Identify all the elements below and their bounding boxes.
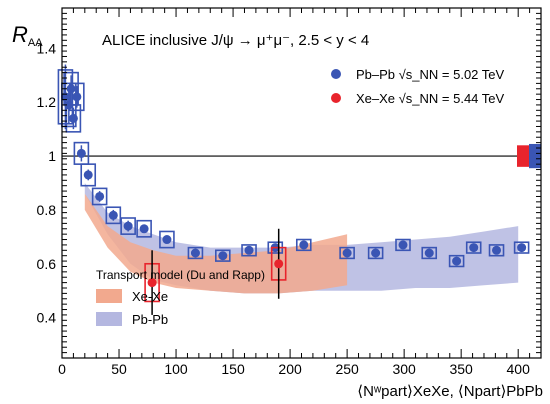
sys-box-pbpb <box>465 241 482 254</box>
model-legend-swatch-pbpb <box>96 312 122 326</box>
x-tick-label: 250 <box>335 361 359 377</box>
legend-label-pbpb: Pb–Pb √s_NN = 5.02 TeV <box>356 67 505 82</box>
y-tick-label: 0.4 <box>37 310 57 326</box>
y-tick-label: 0.6 <box>37 256 57 272</box>
x-tick-label: 200 <box>278 361 302 377</box>
data-point-pbpb <box>424 248 434 258</box>
sys-box-pbpb <box>91 187 108 206</box>
chart-title: ALICE inclusive J/ψ → μ⁺μ⁻, 2.5 < y < 4 <box>102 32 369 49</box>
sys-box-pbpb <box>80 163 97 187</box>
plot-frame <box>61 7 542 359</box>
model-legend-swatch-xexe <box>96 289 122 303</box>
y-tick-label: 1 <box>48 148 56 164</box>
x-tick-label: 350 <box>449 361 473 377</box>
data-point-pbpb <box>108 210 118 220</box>
sys-box-pbpb <box>367 246 384 260</box>
data-point-pbpb <box>162 235 172 245</box>
model-band-xe-xe <box>84 193 348 294</box>
data-point-pbpb <box>95 191 105 201</box>
sys-box-pbpb <box>69 82 85 112</box>
x-tick-label: 100 <box>164 361 188 377</box>
data-point-pbpb <box>452 256 462 266</box>
model-bands <box>84 183 519 294</box>
data-point-pbpb <box>68 113 78 123</box>
sys-box-pbpb <box>295 238 312 252</box>
model-legend: Transport model (Du and Rapp) Xe-Xe Pb-P… <box>96 268 265 327</box>
sys-box-pbpb <box>421 246 438 260</box>
sys-box-pbpb <box>395 238 411 252</box>
sys-box-pbpb <box>513 241 530 254</box>
sys-box-pbpb <box>339 246 355 260</box>
model-legend-label-xexe: Xe-Xe <box>132 289 168 304</box>
x-tick-label: 0 <box>58 361 66 377</box>
model-legend-label-pbpb: Pb-Pb <box>132 312 168 327</box>
legend-marker-xexe <box>331 93 341 103</box>
data-point-pbpb <box>123 221 133 231</box>
y-axis-label-subscript: AA <box>28 37 43 49</box>
data-point-xexe <box>274 259 284 269</box>
x-axis-label: ⟨Nʷpart⟩XeXe, ⟨Npart⟩PbPb <box>357 383 543 400</box>
x-tick-label: 50 <box>111 361 127 377</box>
data-point-pbpb <box>72 92 82 102</box>
legend-label-xexe: Xe–Xe √s_NN = 5.44 TeV <box>356 91 505 106</box>
data-point-pbpb <box>244 245 254 255</box>
y-tick-label: 1.4 <box>37 40 57 56</box>
data-point-pbpb <box>469 243 479 253</box>
y-tick-label: 0.8 <box>37 202 57 218</box>
x-tick-label: 400 <box>507 361 531 377</box>
legend-marker-pbpb <box>331 69 341 79</box>
data-point-pbpb <box>492 245 502 255</box>
sys-box-pbpb <box>136 219 152 238</box>
x-tick-label: 150 <box>221 361 245 377</box>
x-tick-label: 300 <box>392 361 416 377</box>
sys-box-pbpb <box>215 249 231 262</box>
data-point-pbpb <box>66 84 76 94</box>
axes: 0 50 100 150 200 250 300 350 400 0.4 0.6 0.8 1 1.2 1.4 <box>37 7 542 377</box>
model-legend-title: Transport model (Du and Rapp) <box>96 268 265 282</box>
global-uncertainty-box <box>529 143 541 169</box>
data-point-pbpb <box>371 248 381 258</box>
data-point-pbpb <box>76 148 86 158</box>
global-uncertainty-box <box>517 145 529 167</box>
data-point-pbpb <box>517 243 527 253</box>
sys-box-pbpb <box>448 254 465 268</box>
sys-box-pbpb <box>488 244 505 257</box>
data-point-xexe <box>147 278 157 288</box>
data-point-pbpb <box>342 248 352 258</box>
sys-box-pbpb <box>105 206 122 225</box>
data-point-pbpb <box>83 170 93 180</box>
data-point-pbpb <box>139 224 149 234</box>
data-point-pbpb <box>398 240 408 250</box>
sys-box-pbpb <box>159 230 175 249</box>
data-point-pbpb <box>190 248 200 258</box>
sys-box-pbpb <box>65 104 82 133</box>
sys-box-pbpb <box>187 246 204 260</box>
global-uncertainty-boxes <box>517 143 541 169</box>
y-axis-label: RAA <box>12 22 43 49</box>
sys-box-pbpb <box>120 217 136 235</box>
y-tick-label: 1.2 <box>37 94 57 110</box>
data-point-pbpb <box>299 240 309 250</box>
sys-box-pbpb <box>241 244 257 257</box>
legend: Pb–Pb √s_NN = 5.02 TeV Xe–Xe √s_NN = 5.4… <box>331 67 505 106</box>
data-point-pbpb <box>218 251 228 261</box>
